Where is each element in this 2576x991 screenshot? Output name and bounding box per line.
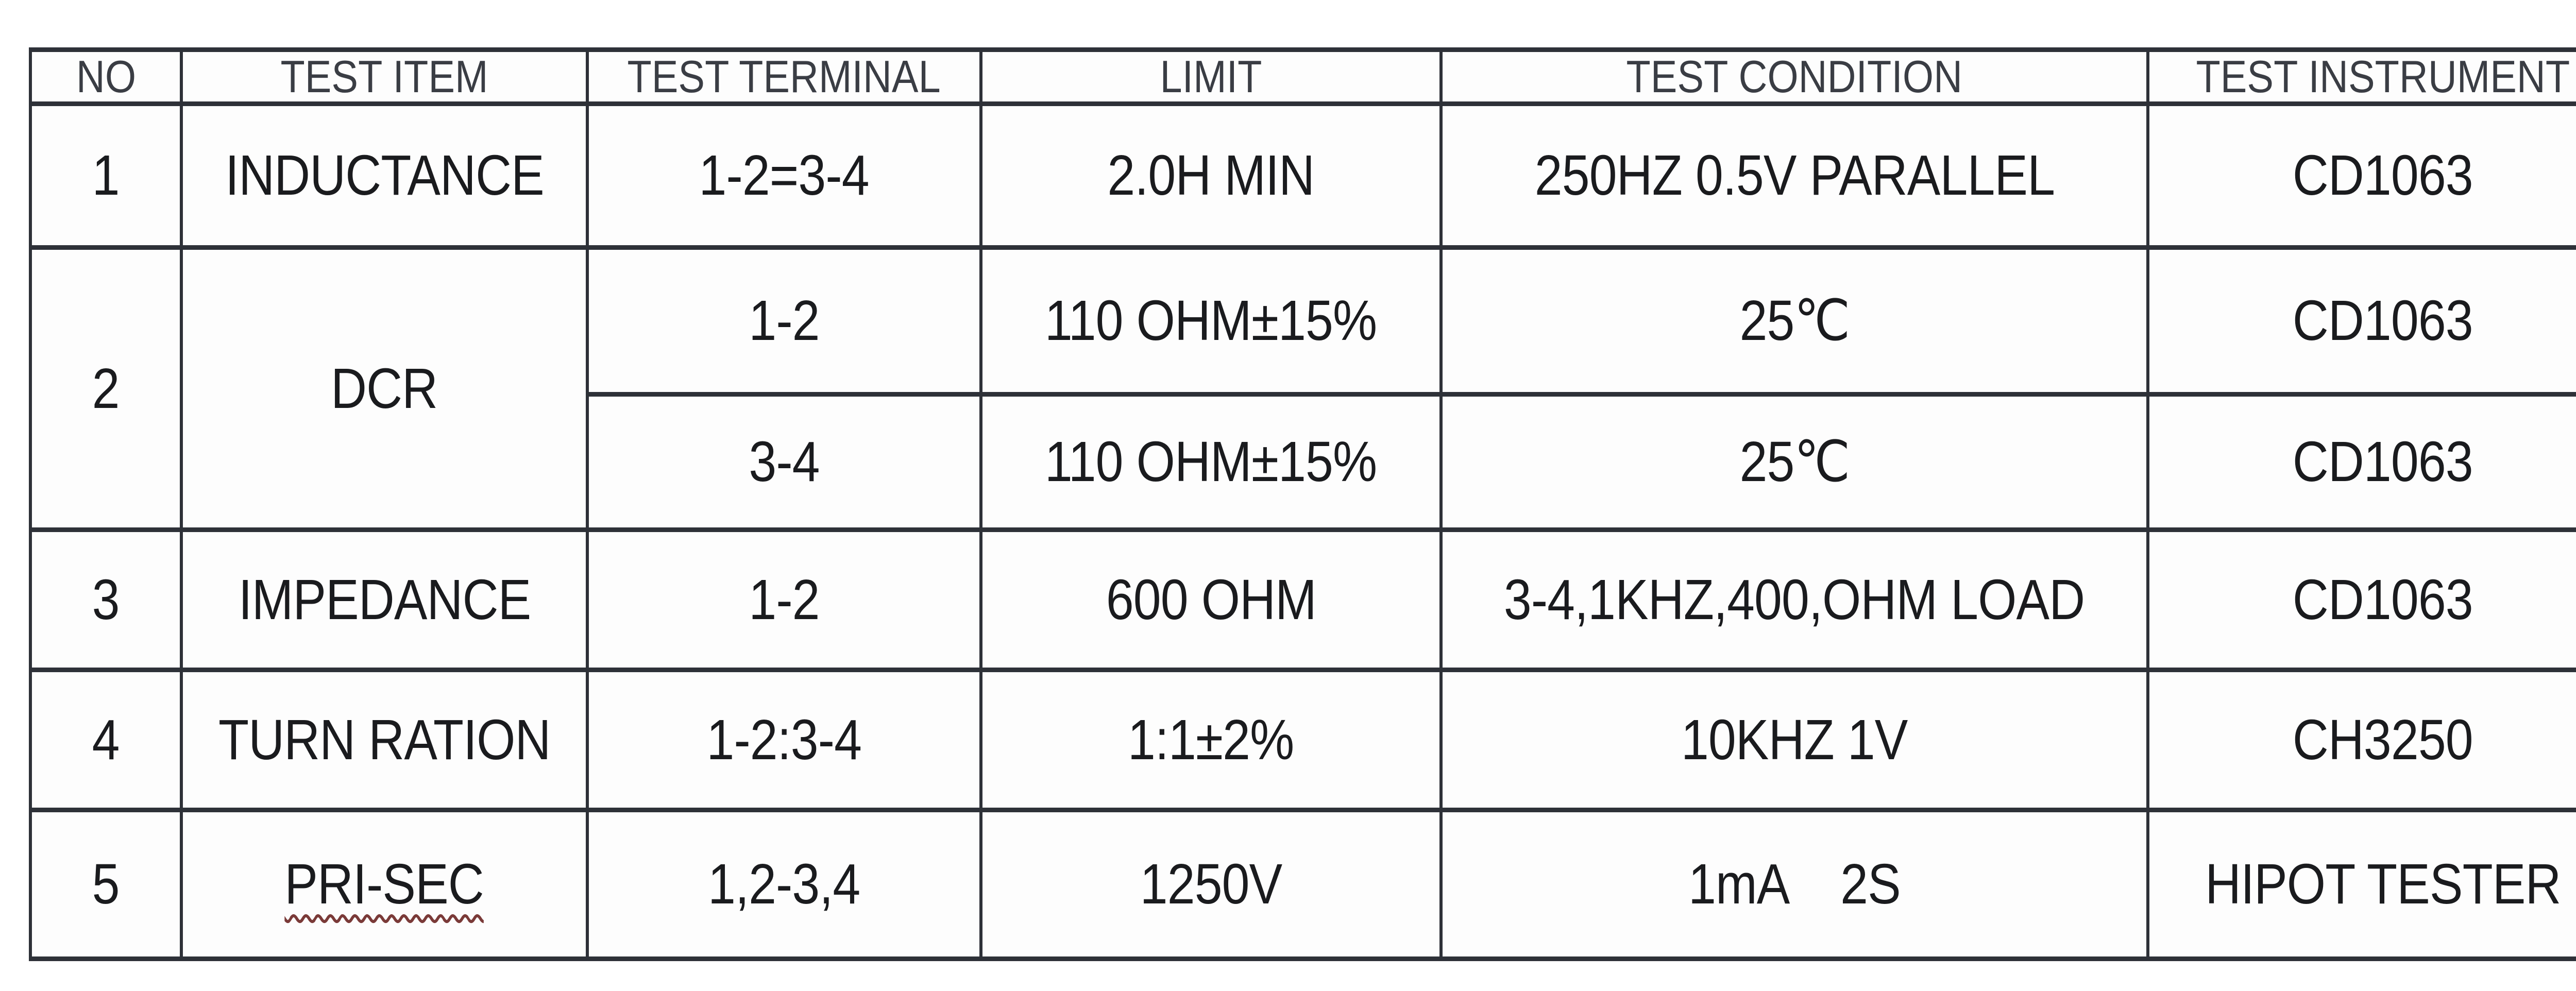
cell-limit: 110 OHM±15% (979, 245, 1443, 397)
cell-test-instrument: HIPOT TESTER (2146, 808, 2576, 961)
header-row: NO TEST ITEM TEST TERMINAL LIMIT TEST CO… (29, 47, 2576, 106)
cell-no: 3 (29, 527, 183, 672)
cell-no: 4 (29, 668, 183, 812)
cell-test-terminal: 1-2:3-4 (586, 668, 982, 812)
cell-limit: 1:1±2% (979, 668, 1443, 812)
cell-no: 1 (29, 101, 183, 250)
cell-limit: 110 OHM±15% (979, 392, 1443, 532)
col-header-no: NO (29, 47, 183, 106)
cell-test-condition: 1mA 2S (1439, 808, 2149, 961)
col-header-limit: LIMIT (979, 47, 1443, 106)
cell-test-instrument: CD1063 (2146, 392, 2576, 532)
cell-limit: 1250V (979, 808, 1443, 961)
cell-test-terminal: 3-4 (586, 392, 982, 532)
table-row-2b: 3-4 110 OHM±15% 25℃ CD1063 (30, 392, 2576, 532)
table-row-5: 5 PRI-SEC 1,2-3,4 1250V 1mA 2S HIPOT TES… (29, 808, 2576, 961)
cell-test-condition: 25℃ (1439, 392, 2149, 532)
cell-test-condition: 10KHZ 1V (1439, 668, 2149, 812)
cell-limit: 600 OHM (979, 527, 1443, 672)
table-row-2a: 2 DCR 1-2 110 OHM±15% 25℃ CD1063 (29, 245, 2576, 532)
table-row-1: 1 INDUCTANCE 1-2=3-4 2.0H MIN 250HZ 0.5V… (29, 101, 2576, 250)
cell-no: 2 (29, 245, 183, 532)
cell-test-terminal: 1-2 (586, 527, 982, 672)
cell-test-instrument: CD1063 (2146, 245, 2576, 397)
cell-limit: 2.0H MIN (979, 101, 1443, 250)
cell-test-item: DCR (180, 245, 589, 532)
table-row-3: 3 IMPEDANCE 1-2 600 OHM 3-4,1KHZ,400,OHM… (29, 527, 2576, 672)
cell-test-terminal: 1,2-3,4 (586, 808, 982, 961)
test-spec-table: NO TEST ITEM TEST TERMINAL LIMIT TEST CO… (29, 47, 2576, 961)
cell-test-condition: 250HZ 0.5V PARALLEL (1439, 101, 2149, 250)
col-header-test-instrument: TEST INSTRUMENT (2146, 47, 2576, 106)
cell-test-instrument: CD1063 (2146, 527, 2576, 672)
cell-test-instrument: CD1063 (2146, 101, 2576, 250)
cell-test-terminal: 1-2 (586, 245, 982, 397)
cell-test-item: PRI-SEC (180, 808, 589, 961)
cell-test-terminal: 1-2=3-4 (586, 101, 982, 250)
cell-test-item: INDUCTANCE (180, 101, 589, 250)
col-header-test-condition: TEST CONDITION (1439, 47, 2149, 106)
cell-test-condition: 3-4,1KHZ,400,OHM LOAD (1439, 527, 2149, 672)
col-header-test-item: TEST ITEM (180, 47, 589, 106)
cell-test-item: IMPEDANCE (180, 527, 589, 672)
cell-test-item: TURN RATION (180, 668, 589, 812)
cell-test-instrument: CH3250 (2146, 668, 2576, 812)
col-header-test-terminal: TEST TERMINAL (586, 47, 982, 106)
cell-no: 5 (29, 808, 183, 961)
cell-test-condition: 25℃ (1439, 245, 2149, 397)
table-row-4: 4 TURN RATION 1-2:3-4 1:1±2% 10KHZ 1V CH… (29, 668, 2576, 812)
